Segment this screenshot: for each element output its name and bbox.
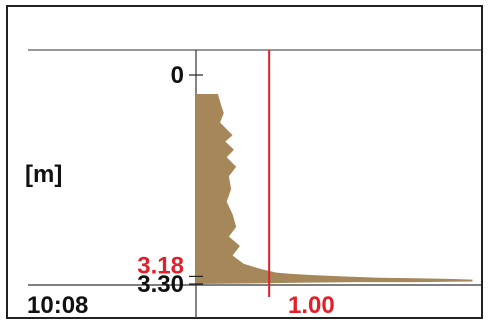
profile-area xyxy=(196,94,473,284)
y-axis-label: [m] xyxy=(25,161,62,188)
y-tick-label: 3.18 xyxy=(137,252,184,279)
y-ticks: 0 3.183.30 xyxy=(137,62,203,298)
y-tick-label: 0 xyxy=(171,62,184,89)
time-label: 10:08 xyxy=(27,292,88,319)
y-tick-label: 3.30 xyxy=(137,271,184,298)
chart-border xyxy=(6,5,483,319)
reference-line-label: 1.00 xyxy=(288,292,335,319)
